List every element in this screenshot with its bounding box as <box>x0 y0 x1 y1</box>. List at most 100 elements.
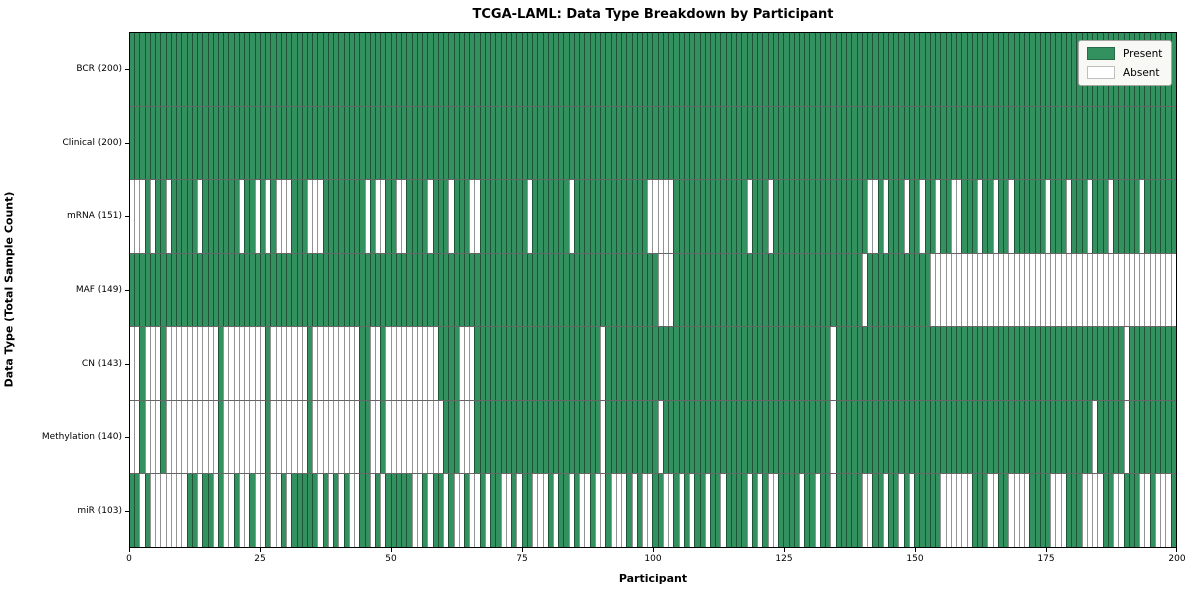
heatmap-cell <box>1060 327 1066 400</box>
heatmap-cell <box>484 33 491 106</box>
heatmap-cell <box>469 253 475 327</box>
heatmap-cell <box>411 106 417 180</box>
heatmap-cell <box>1102 474 1108 548</box>
heatmap-cell <box>1118 474 1124 548</box>
heatmap-cell <box>882 400 888 474</box>
heatmap-cell <box>516 253 522 327</box>
heatmap-cell <box>757 474 763 548</box>
heatmap-cell <box>799 180 805 253</box>
heatmap-cell <box>725 106 731 180</box>
heatmap-cell <box>1154 253 1161 327</box>
heatmap-cell <box>908 180 915 253</box>
heatmap-cell <box>935 253 941 327</box>
heatmap-cell <box>197 253 203 327</box>
heatmap-cell <box>851 400 857 474</box>
heatmap-cell <box>600 33 606 106</box>
heatmap-cell <box>155 253 161 327</box>
heatmap-cell <box>767 327 773 400</box>
heatmap-cell <box>573 400 580 474</box>
heatmap-cell <box>505 327 512 400</box>
heatmap-cell <box>149 106 156 180</box>
heatmap-cell <box>840 180 847 253</box>
heatmap-cell <box>149 253 156 327</box>
heatmap-cell <box>935 474 941 548</box>
heatmap-cell <box>668 180 674 253</box>
heatmap-cell <box>710 253 716 327</box>
heatmap-cell <box>306 474 313 548</box>
heatmap-cell <box>987 327 993 400</box>
heatmap-cell <box>511 400 517 474</box>
heatmap-cell <box>825 106 831 180</box>
heatmap-cell <box>144 106 150 180</box>
x-tick-mark <box>391 548 392 552</box>
heatmap-cell <box>956 33 962 106</box>
heatmap-cell <box>312 106 318 180</box>
heatmap-cell <box>945 106 951 180</box>
heatmap-cell <box>610 106 616 180</box>
heatmap-cell <box>411 474 417 548</box>
heatmap-cell <box>249 180 255 253</box>
heatmap-cell <box>929 474 936 548</box>
heatmap-cell <box>160 33 166 106</box>
heatmap-cell <box>641 33 648 106</box>
heatmap-cell <box>259 180 266 253</box>
heatmap-cell <box>945 400 951 474</box>
heatmap-cell <box>887 180 894 253</box>
heatmap-cell <box>1045 180 1051 253</box>
heatmap-cell <box>254 474 260 548</box>
heatmap-cell <box>500 474 506 548</box>
heatmap-cell <box>976 327 983 400</box>
heatmap-cell <box>689 253 695 327</box>
heatmap-cell <box>291 180 297 253</box>
heatmap-cell <box>1071 400 1077 474</box>
heatmap-cell <box>736 474 742 548</box>
heatmap-cell <box>375 400 381 474</box>
heatmap-cell <box>552 106 559 180</box>
heatmap-cell <box>254 180 260 253</box>
heatmap-cell <box>1034 253 1040 327</box>
heatmap-cell <box>327 180 334 253</box>
heatmap-cell <box>165 106 171 180</box>
heatmap-cell <box>437 180 444 253</box>
heatmap-cell <box>725 400 731 474</box>
heatmap-cell <box>406 106 412 180</box>
heatmap-cell <box>772 253 779 327</box>
heatmap-cell <box>516 106 522 180</box>
heatmap-cell <box>1144 474 1150 548</box>
heatmap-cell <box>1024 106 1030 180</box>
heatmap-cell <box>223 33 229 106</box>
heatmap-cell <box>778 106 784 180</box>
heatmap-cell <box>924 33 930 106</box>
heatmap-cell <box>217 253 224 327</box>
heatmap-cell <box>966 180 972 253</box>
heatmap-cell <box>819 180 826 253</box>
heatmap-cell <box>861 106 868 180</box>
heatmap-cell <box>233 253 239 327</box>
heatmap-cell <box>746 474 752 548</box>
heatmap-cell <box>908 400 915 474</box>
heatmap-cell <box>155 474 161 548</box>
heatmap-cell <box>652 327 658 400</box>
heatmap-cell <box>799 474 805 548</box>
heatmap-cell <box>594 327 601 400</box>
heatmap-cell <box>982 106 988 180</box>
heatmap-cell <box>275 180 281 253</box>
heatmap-cell <box>720 106 726 180</box>
heatmap-cell <box>432 400 438 474</box>
heatmap-cell <box>887 400 894 474</box>
heatmap-cell <box>830 33 836 106</box>
heatmap-cell <box>568 33 574 106</box>
heatmap-cell <box>1060 253 1066 327</box>
heatmap-cell <box>301 33 307 106</box>
heatmap-cell <box>840 253 847 327</box>
heatmap-cell <box>217 400 224 474</box>
heatmap-cell <box>343 474 349 548</box>
heatmap-cell <box>861 180 868 253</box>
heatmap-cell <box>573 253 580 327</box>
heatmap-cell <box>176 180 182 253</box>
heatmap-cell <box>741 33 747 106</box>
heatmap-cell <box>422 180 428 253</box>
heatmap-cell <box>668 33 674 106</box>
heatmap-cell <box>767 474 773 548</box>
heatmap-cell <box>940 400 946 474</box>
